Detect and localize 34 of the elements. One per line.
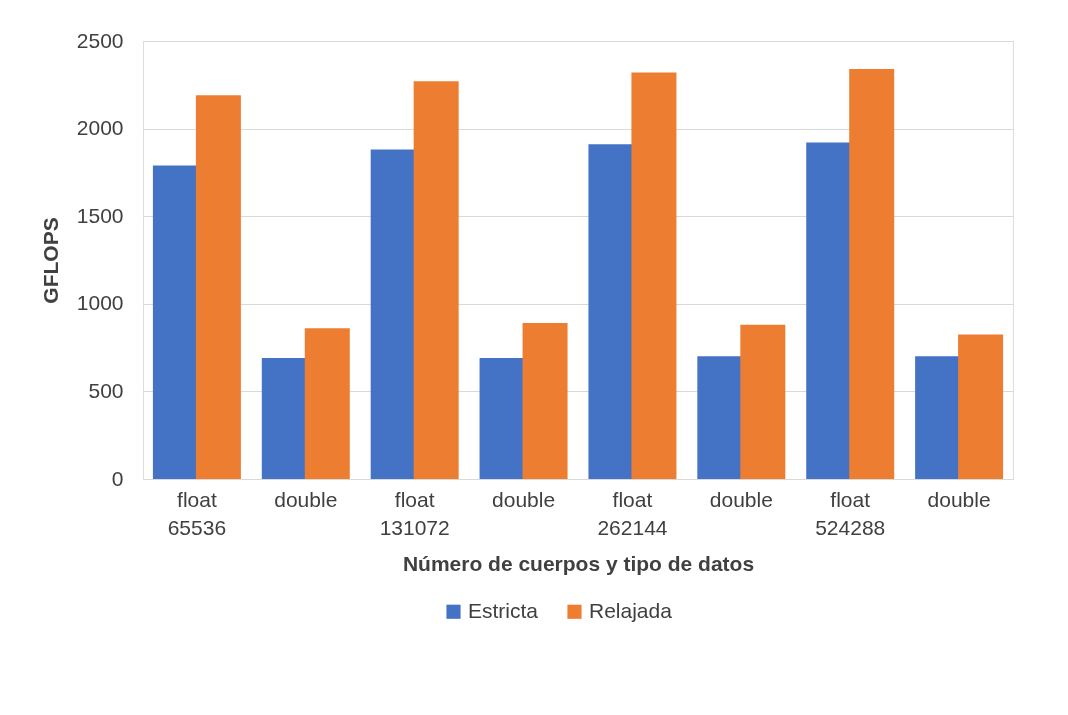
bar	[849, 69, 895, 479]
x-axis-title: Número de cuerpos y tipo de datos	[402, 551, 755, 575]
bar	[261, 358, 307, 479]
y-tick-label: 1500	[76, 203, 124, 227]
x-tick-label: double	[709, 487, 773, 511]
bar	[806, 142, 852, 479]
bar	[152, 165, 198, 479]
x-tick-label: double	[927, 487, 991, 511]
bar	[304, 328, 350, 479]
x-tick-label: float 262144	[597, 487, 668, 539]
bar	[370, 149, 416, 479]
x-tick-label: float 131072	[379, 487, 450, 539]
x-tick-label: float 524288	[815, 487, 886, 539]
bar	[915, 356, 961, 479]
y-tick-label: 2500	[76, 28, 124, 52]
legend-label: Estricta	[468, 598, 539, 622]
bar	[958, 334, 1004, 479]
bar	[479, 358, 525, 479]
legend-label: Relajada	[589, 598, 673, 622]
x-tick-label: double	[492, 487, 556, 511]
bar	[631, 72, 677, 479]
y-axis-title: GFLOPS	[38, 217, 62, 304]
bar	[522, 323, 568, 479]
y-tick-label: 500	[88, 378, 124, 402]
y-tick-label: 2000	[76, 116, 124, 140]
bar	[697, 356, 743, 479]
x-tick-label: float 65536	[167, 487, 227, 539]
y-tick-label: 1000	[76, 291, 124, 315]
bar	[413, 81, 459, 479]
x-tick-label: double	[274, 487, 338, 511]
bar	[195, 95, 241, 479]
y-tick-label: 0	[111, 466, 124, 490]
bar	[740, 324, 786, 479]
bar	[588, 144, 634, 479]
